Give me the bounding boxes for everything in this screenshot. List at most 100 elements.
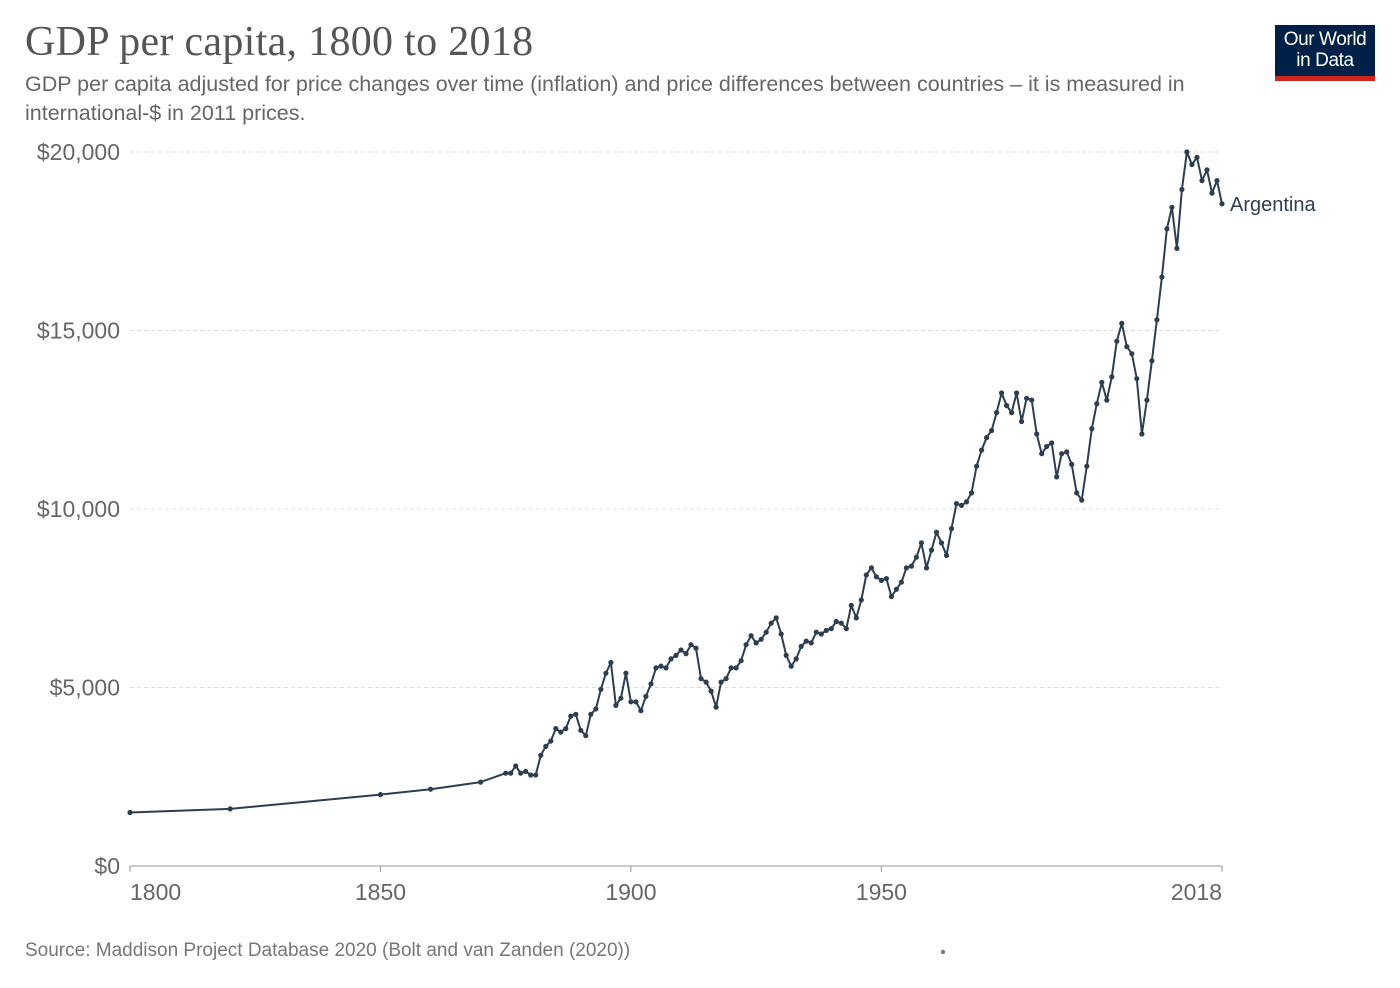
data-point [723, 676, 729, 682]
data-point [838, 620, 844, 626]
owid-logo[interactable]: Our World in Data [1275, 25, 1375, 81]
data-point [1014, 390, 1020, 396]
data-point [523, 768, 529, 775]
data-point [963, 499, 970, 505]
data-point [1154, 317, 1160, 323]
x-tick-label: 1900 [605, 879, 656, 905]
data-point [703, 679, 709, 685]
data-point [578, 727, 584, 733]
data-point [1049, 440, 1055, 446]
data-point [773, 615, 779, 621]
data-point [1164, 226, 1170, 232]
data-point [683, 651, 689, 657]
data-point [893, 586, 900, 592]
data-point [698, 676, 704, 682]
logo-line-1: Our World [1283, 29, 1367, 50]
data-point [1064, 449, 1070, 455]
data-point [653, 665, 659, 671]
data-point [377, 792, 384, 798]
data-point [738, 658, 744, 664]
y-tick-label: $20,000 [37, 139, 120, 165]
data-point [713, 704, 719, 710]
data-point [1059, 451, 1065, 457]
data-point [994, 410, 1000, 416]
data-point [618, 695, 624, 701]
footer-dot [940, 949, 946, 955]
data-point [583, 733, 589, 739]
data-point [1029, 397, 1035, 403]
data-point [613, 702, 619, 709]
data-point [888, 593, 895, 600]
data-point [1104, 397, 1110, 403]
data-point [678, 647, 684, 653]
data-point [728, 665, 734, 671]
data-point [928, 547, 935, 553]
data-point [1214, 178, 1220, 184]
data-point [974, 463, 980, 469]
data-point [1009, 410, 1015, 416]
data-point [573, 711, 579, 717]
data-point [428, 786, 434, 792]
data-point [813, 629, 819, 635]
data-point [938, 540, 945, 546]
data-point [943, 552, 950, 559]
data-point [623, 670, 629, 676]
data-point [593, 706, 599, 712]
data-point [508, 770, 514, 776]
data-point [673, 652, 679, 659]
data-point [543, 743, 549, 750]
chart-title: GDP per capita, 1800 to 2018 [25, 19, 534, 65]
data-point [533, 772, 539, 778]
data-point [828, 626, 834, 632]
data-point [979, 447, 985, 453]
data-point [1069, 461, 1075, 467]
data-point [984, 435, 990, 441]
data-point [643, 693, 649, 700]
data-point [1084, 463, 1090, 469]
data-point [553, 726, 559, 732]
data-point [558, 729, 564, 735]
data-point [823, 627, 829, 634]
x-tick-label: 1800 [130, 879, 181, 905]
data-point [1114, 338, 1120, 344]
data-point [1074, 490, 1080, 496]
data-point [863, 572, 869, 578]
data-point [1119, 320, 1125, 326]
data-point [883, 576, 890, 582]
data-point [1034, 431, 1040, 437]
data-point [718, 679, 724, 685]
data-point [793, 656, 799, 662]
data-point [1024, 395, 1030, 401]
data-point [989, 427, 995, 434]
data-point [598, 686, 604, 692]
data-point [878, 577, 885, 584]
y-tick-label: $5,000 [50, 675, 120, 701]
data-point [968, 490, 975, 496]
y-tick-label: $15,000 [37, 318, 120, 344]
data-point [1189, 161, 1195, 168]
data-point [788, 663, 794, 669]
data-point [1209, 190, 1215, 196]
data-point [958, 502, 965, 508]
data-point [563, 726, 569, 732]
data-point [518, 770, 524, 776]
data-point [913, 554, 920, 560]
data-point [1204, 167, 1210, 173]
data-point [733, 665, 739, 671]
y-tick-label: $10,000 [37, 496, 120, 522]
data-point [1199, 178, 1205, 184]
series-line-argentina [129, 151, 1223, 814]
data-point [1099, 379, 1105, 385]
data-point [668, 656, 674, 662]
data-point [227, 806, 233, 812]
data-point [903, 565, 910, 571]
data-point [768, 620, 774, 626]
data-point [758, 636, 764, 642]
data-point [1144, 397, 1150, 403]
data-point [783, 652, 789, 659]
data-point [603, 670, 609, 676]
data-point [568, 713, 574, 719]
data-point [748, 633, 754, 639]
data-point [1159, 274, 1165, 280]
data-point [1124, 344, 1130, 350]
